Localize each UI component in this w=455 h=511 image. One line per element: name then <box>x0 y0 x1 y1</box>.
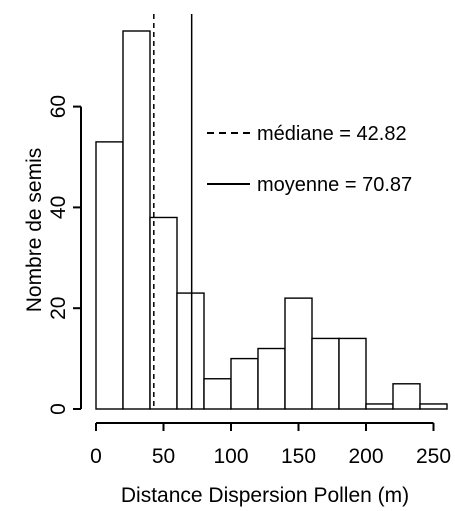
legend-mean-label: moyenne = 70.87 <box>257 174 412 196</box>
histogram-bar <box>419 403 448 410</box>
histogram-bar <box>311 337 340 410</box>
histogram-bar <box>392 383 421 410</box>
histogram-bar <box>122 30 151 410</box>
histogram-bar <box>338 337 367 410</box>
histogram-bar <box>95 141 124 410</box>
x-tick-label: 50 <box>152 445 175 468</box>
y-axis-title: Nombre de semis <box>23 148 46 313</box>
histogram-bar <box>203 378 232 410</box>
histogram-bar <box>257 347 286 410</box>
legend: médiane = 42.82 moyenne = 70.87 <box>207 123 412 196</box>
y-tick-label: 0 <box>47 403 70 415</box>
y-tick-label: 60 <box>47 95 70 118</box>
y-tick-label: 20 <box>47 297 70 320</box>
histogram-bar <box>230 357 259 410</box>
histogram-bar <box>176 292 205 410</box>
x-axis: 0 50 100 150 200 250 <box>90 422 451 468</box>
x-tick-label: 150 <box>281 445 316 468</box>
x-tick-label: 200 <box>348 445 383 468</box>
legend-median-label: médiane = 42.82 <box>257 123 407 145</box>
histogram-bar <box>365 403 394 410</box>
histogram-bar <box>284 297 313 410</box>
y-tick-label: 40 <box>47 196 70 219</box>
x-tick-label: 100 <box>213 445 248 468</box>
x-tick-label: 0 <box>90 445 102 468</box>
x-tick-label: 250 <box>416 445 451 468</box>
y-axis: 0 20 40 60 <box>47 95 82 415</box>
x-axis-title: Distance Dispersion Pollen (m) <box>121 484 409 507</box>
histogram-bars <box>95 30 448 410</box>
